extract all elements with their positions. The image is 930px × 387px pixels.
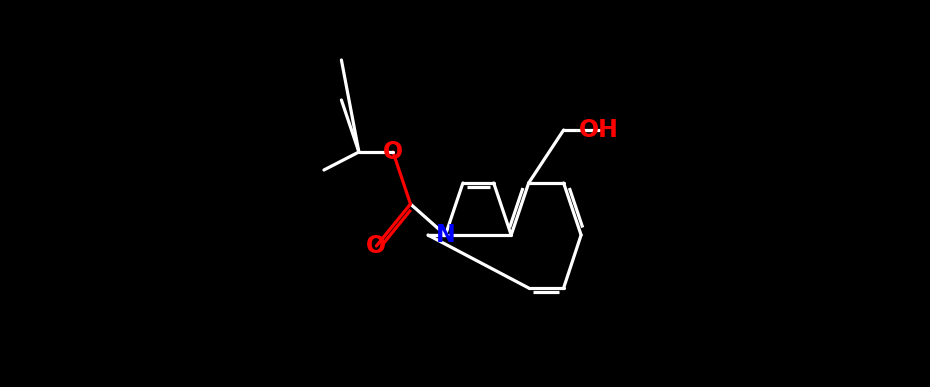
Text: N: N [435,223,456,247]
Text: O: O [383,140,403,164]
Text: OH: OH [578,118,618,142]
Text: O: O [366,234,387,258]
